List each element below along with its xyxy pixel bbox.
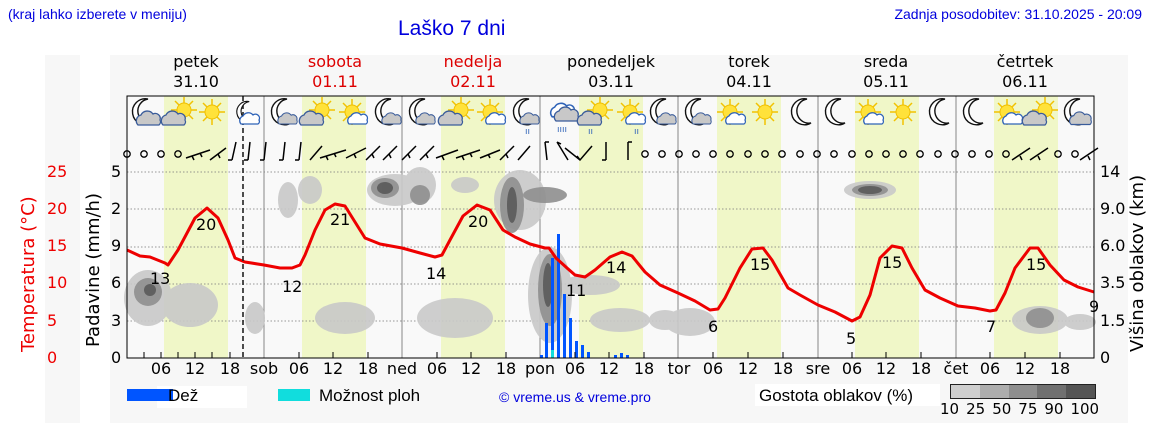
cloud-height-tick: 14 <box>1100 162 1121 181</box>
temp-tick: 10 <box>47 273 68 292</box>
temp-axis-panel <box>45 55 80 423</box>
svg-text:21: 21 <box>330 210 350 229</box>
temp-tick: 20 <box>47 199 68 218</box>
cloud-height-tick: 3.5 <box>1100 273 1126 292</box>
svg-text:15: 15 <box>1026 255 1046 274</box>
x-tick: 18 <box>357 359 379 378</box>
svg-text:12: 12 <box>282 277 302 296</box>
rain-legend-label: Dež <box>168 386 199 405</box>
x-minor-ticks <box>143 352 1061 358</box>
svg-text:20: 20 <box>196 215 216 234</box>
x-tick: tor <box>667 359 691 378</box>
last-update: Zadnja posodobitev: 31.10.2025 - 20:09 <box>894 6 1142 22</box>
x-tick: 18 <box>495 359 517 378</box>
svg-text:14: 14 <box>426 264 446 283</box>
svg-text:7: 7 <box>986 317 996 336</box>
x-tick: 12 <box>737 359 759 378</box>
x-tick: sob <box>249 359 279 378</box>
svg-text:ıı: ıı <box>525 127 530 137</box>
day-header-mon: ponedeljek 03.11 <box>567 52 655 91</box>
svg-text:6: 6 <box>708 317 718 336</box>
svg-text:15: 15 <box>882 253 902 272</box>
svg-text:ıııı: ıııı <box>557 125 567 135</box>
precip-tick: 5 <box>111 162 122 181</box>
precipitation-bars <box>540 234 629 358</box>
precip-tick: 3 <box>111 311 122 330</box>
rain-swatch <box>127 389 173 401</box>
cloud-height-tick: 6.0 <box>1100 236 1126 255</box>
page-title: Laško 7 dni <box>398 17 506 40</box>
cloud-density-ticks: 10 25 50 75 90 100 <box>940 400 1100 418</box>
x-tick: 06 <box>150 359 172 378</box>
cloud-height-tick: 0 <box>1100 348 1111 367</box>
x-tick: 12 <box>1014 359 1036 378</box>
x-tick: 06 <box>702 359 724 378</box>
shower-swatch <box>278 389 310 401</box>
svg-text:15: 15 <box>750 255 770 274</box>
cloud-density-areas <box>124 167 1096 343</box>
temp-tick: 5 <box>47 311 58 330</box>
svg-text:5: 5 <box>846 329 856 348</box>
cloud-density-scale <box>950 384 1096 399</box>
x-tick: 12 <box>322 359 344 378</box>
x-tick: 06 <box>564 359 586 378</box>
x-tick: ned <box>386 359 418 378</box>
shower-bar <box>551 350 554 358</box>
x-tick: sre <box>805 359 831 378</box>
day-header-thu: četrtek 06.11 <box>996 52 1054 91</box>
x-tick: 06 <box>426 359 448 378</box>
x-tick: 18 <box>1049 359 1071 378</box>
x-tick: 12 <box>184 359 206 378</box>
x-tick: 06 <box>288 359 310 378</box>
x-tick: 18 <box>910 359 932 378</box>
shower-legend-label: Možnost ploh <box>319 386 421 405</box>
svg-text:11: 11 <box>566 281 586 300</box>
precip-tick: 9 <box>111 236 122 255</box>
x-tick: 18 <box>633 359 655 378</box>
x-tick: 18 <box>772 359 794 378</box>
x-tick: 06 <box>979 359 1001 378</box>
weather-icon-row: ıı ıııı ıı ıı <box>131 96 1092 137</box>
x-tick: pon <box>524 359 556 378</box>
x-tick: 12 <box>460 359 482 378</box>
cloud-density-legend-label: Gostota oblakov (%) <box>759 386 914 405</box>
region-hint-link[interactable]: (kraj lahko izberete v meniju) <box>8 6 187 22</box>
day-header-sun: nedelja 02.11 <box>443 52 503 91</box>
svg-text:ıı: ıı <box>588 127 593 137</box>
wind-row <box>123 141 1099 162</box>
temp-tick: 25 <box>47 162 68 181</box>
temp-tick: 0 <box>47 348 58 367</box>
svg-text:20: 20 <box>468 212 488 231</box>
precip-tick: 6 <box>111 273 122 292</box>
x-tick: čet <box>943 359 969 378</box>
svg-text:ıı: ıı <box>634 127 639 137</box>
x-tick: 06 <box>841 359 863 378</box>
day-header-sat: sobota 01.11 <box>307 52 363 91</box>
svg-text:14: 14 <box>606 258 626 277</box>
x-tick: 12 <box>598 359 620 378</box>
x-tick: 18 <box>219 359 241 378</box>
day-header-fri: petek 31.10 <box>173 52 219 91</box>
precip-tick: 2 <box>111 199 122 218</box>
precip-tick: 0 <box>111 348 122 367</box>
day-header-tue: torek 04.11 <box>726 52 772 91</box>
x-tick: 12 <box>875 359 897 378</box>
temp-tick: 15 <box>47 236 68 255</box>
svg-text:13: 13 <box>150 269 170 288</box>
cloud-height-tick: 1.5 <box>1100 311 1126 330</box>
cloud-height-tick: 9.0 <box>1100 199 1126 218</box>
copyright-link[interactable]: © vreme.us & vreme.pro <box>499 389 651 405</box>
temperature-line <box>126 202 1095 323</box>
day-header-wed: sreda 05.11 <box>863 52 909 91</box>
